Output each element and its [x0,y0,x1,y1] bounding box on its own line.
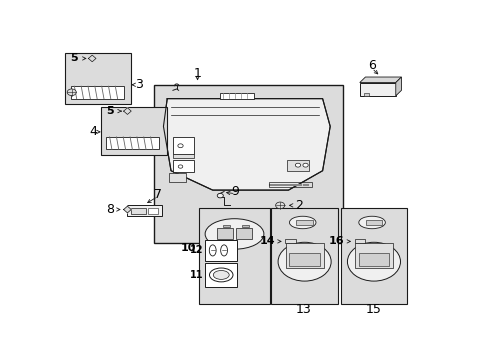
Bar [363,93,368,96]
Ellipse shape [289,216,315,229]
Circle shape [302,163,307,167]
Bar [101,107,167,156]
Text: 2: 2 [295,199,303,212]
Bar [354,239,365,243]
Bar [173,154,193,158]
Bar [131,208,146,214]
Bar [217,228,232,239]
Circle shape [275,202,284,209]
Bar [127,205,161,216]
Circle shape [217,193,223,198]
Polygon shape [123,108,131,114]
Text: 12: 12 [189,246,203,255]
Bar [223,225,229,227]
Text: 14: 14 [259,237,275,246]
Bar [285,243,323,269]
Polygon shape [123,206,131,213]
Text: 3: 3 [135,78,142,91]
Bar [173,138,193,154]
Polygon shape [359,77,401,82]
Circle shape [178,165,183,168]
Bar [242,225,248,227]
Bar [65,53,131,104]
Bar [220,93,254,99]
Bar [154,85,343,243]
Bar [286,159,309,171]
Bar [70,86,123,99]
Circle shape [67,89,76,96]
Text: 1: 1 [193,67,201,80]
Bar [359,82,395,96]
Bar [105,137,159,149]
Bar [236,228,251,239]
Text: 4: 4 [89,125,97,138]
Bar [199,208,269,304]
Bar [271,208,337,304]
Text: 11: 11 [189,270,203,280]
Text: 5: 5 [70,53,78,63]
Bar [285,239,296,243]
Bar [268,183,312,186]
Polygon shape [395,77,401,96]
Bar [296,220,312,225]
Ellipse shape [220,245,227,256]
Ellipse shape [213,270,229,279]
Text: 5: 5 [106,106,114,116]
Circle shape [295,163,300,167]
Text: 9: 9 [231,185,239,198]
Polygon shape [163,99,329,190]
Ellipse shape [209,268,232,282]
Bar [205,240,237,261]
Bar [365,220,382,225]
Text: 15: 15 [365,303,381,316]
Bar [340,208,407,304]
Bar [289,253,319,266]
Ellipse shape [205,219,264,249]
Bar [173,159,193,172]
Ellipse shape [278,242,330,281]
Text: 8: 8 [106,203,114,216]
Bar [148,208,158,214]
Polygon shape [88,55,96,62]
Text: 7: 7 [153,188,162,201]
Text: 10: 10 [180,243,195,253]
Bar [358,253,388,266]
Bar [205,263,237,287]
Text: 16: 16 [328,237,344,246]
Text: 6: 6 [367,59,375,72]
Circle shape [178,144,183,148]
Ellipse shape [209,245,216,256]
Ellipse shape [347,242,400,281]
Bar [169,174,186,182]
Ellipse shape [358,216,385,229]
Bar [354,243,392,269]
Text: 13: 13 [295,303,311,316]
